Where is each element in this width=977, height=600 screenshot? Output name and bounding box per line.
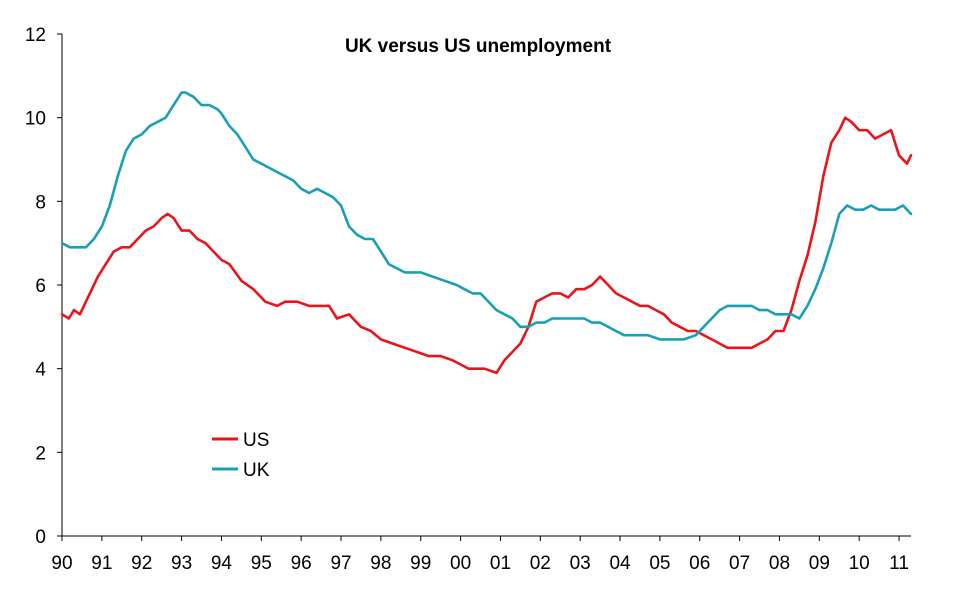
x-tick-label: 97 — [330, 553, 351, 574]
y-tick-label: 0 — [35, 527, 46, 548]
y-axis-ticks: 0 2 4 6 8 10 12 — [25, 25, 62, 548]
x-tick-label: 05 — [649, 553, 670, 574]
x-tick-label: 90 — [51, 553, 72, 574]
x-tick-label: 95 — [251, 553, 272, 574]
y-tick-label: 12 — [25, 25, 46, 46]
legend-label-uk: UK — [243, 460, 270, 481]
axes — [61, 34, 911, 537]
y-tick-label: 8 — [35, 192, 46, 213]
x-tick-label: 09 — [809, 553, 830, 574]
x-tick-label: 03 — [570, 553, 591, 574]
x-tick-label: 96 — [291, 553, 312, 574]
y-tick-label: 4 — [35, 360, 46, 381]
x-tick-label: 02 — [530, 553, 551, 574]
legend-label-us: US — [243, 430, 269, 451]
y-tick-label: 2 — [35, 443, 46, 464]
x-tick-label: 00 — [450, 553, 471, 574]
x-axis-ticks: 90 91 92 93 94 95 96 97 98 99 00 01 02 03 04 05 06 07 08 09… — [51, 536, 909, 574]
x-tick-label: 08 — [769, 553, 790, 574]
x-tick-label: 10 — [849, 553, 870, 574]
series-line-us — [60, 116, 913, 375]
x-tick-label: 11 — [889, 553, 909, 574]
x-tick-label: 91 — [91, 553, 112, 574]
x-tick-label: 98 — [370, 553, 391, 574]
y-tick-label: 10 — [25, 109, 46, 130]
x-tick-label: 99 — [410, 553, 431, 574]
x-tick-label: 06 — [689, 553, 710, 574]
legend: US UK — [212, 430, 270, 481]
x-tick-label: 07 — [729, 553, 750, 574]
x-tick-label: 93 — [171, 553, 192, 574]
chart-title: UK versus US unemployment — [345, 36, 612, 57]
x-tick-label: 94 — [211, 553, 233, 574]
series-line-uk — [60, 91, 913, 341]
x-tick-label: 04 — [609, 553, 631, 574]
x-tick-label: 01 — [490, 553, 511, 574]
y-tick-label: 6 — [35, 276, 46, 297]
series-lines — [60, 91, 913, 375]
x-tick-label: 92 — [131, 553, 152, 574]
